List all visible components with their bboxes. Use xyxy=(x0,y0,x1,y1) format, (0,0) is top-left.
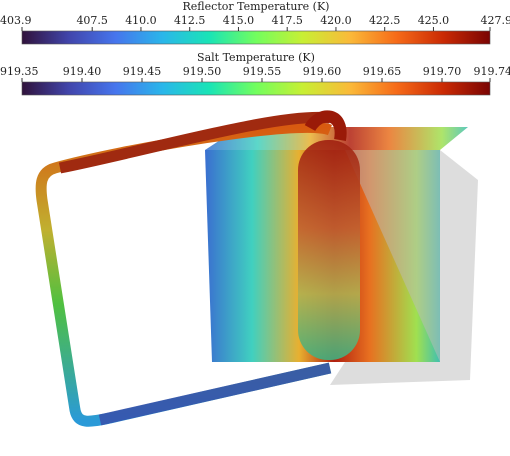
tick-label: 919.70 xyxy=(423,65,462,78)
colorbar xyxy=(22,31,490,44)
tick-label: 403.9 xyxy=(0,14,32,27)
tick-label: 417.5 xyxy=(271,14,303,27)
tick-label: 919.55 xyxy=(243,65,282,78)
tick-label: 407.5 xyxy=(76,14,108,27)
scene xyxy=(41,116,478,421)
tick-label: 410.0 xyxy=(125,14,157,27)
colorbar-title: Salt Temperature (K) xyxy=(197,51,315,64)
tick-label: 425.0 xyxy=(418,14,450,27)
tank xyxy=(298,140,360,360)
tick-label: 422.5 xyxy=(369,14,401,27)
tick-label: 427.9 xyxy=(481,14,510,27)
tick-label: 919.74 xyxy=(474,65,510,78)
tick-label: 919.35 xyxy=(0,65,39,78)
tick-label: 919.65 xyxy=(363,65,402,78)
tick-label: 919.60 xyxy=(303,65,342,78)
loop-bottom xyxy=(100,368,330,420)
tick-label: 919.50 xyxy=(183,65,222,78)
tick-label: 919.45 xyxy=(123,65,162,78)
colorbar-title: Reflector Temperature (K) xyxy=(183,0,330,13)
colorbar xyxy=(22,82,490,95)
tick-label: 412.5 xyxy=(174,14,206,27)
tick-label: 415.0 xyxy=(223,14,255,27)
tick-label: 919.40 xyxy=(63,65,102,78)
tick-label: 420.0 xyxy=(320,14,352,27)
